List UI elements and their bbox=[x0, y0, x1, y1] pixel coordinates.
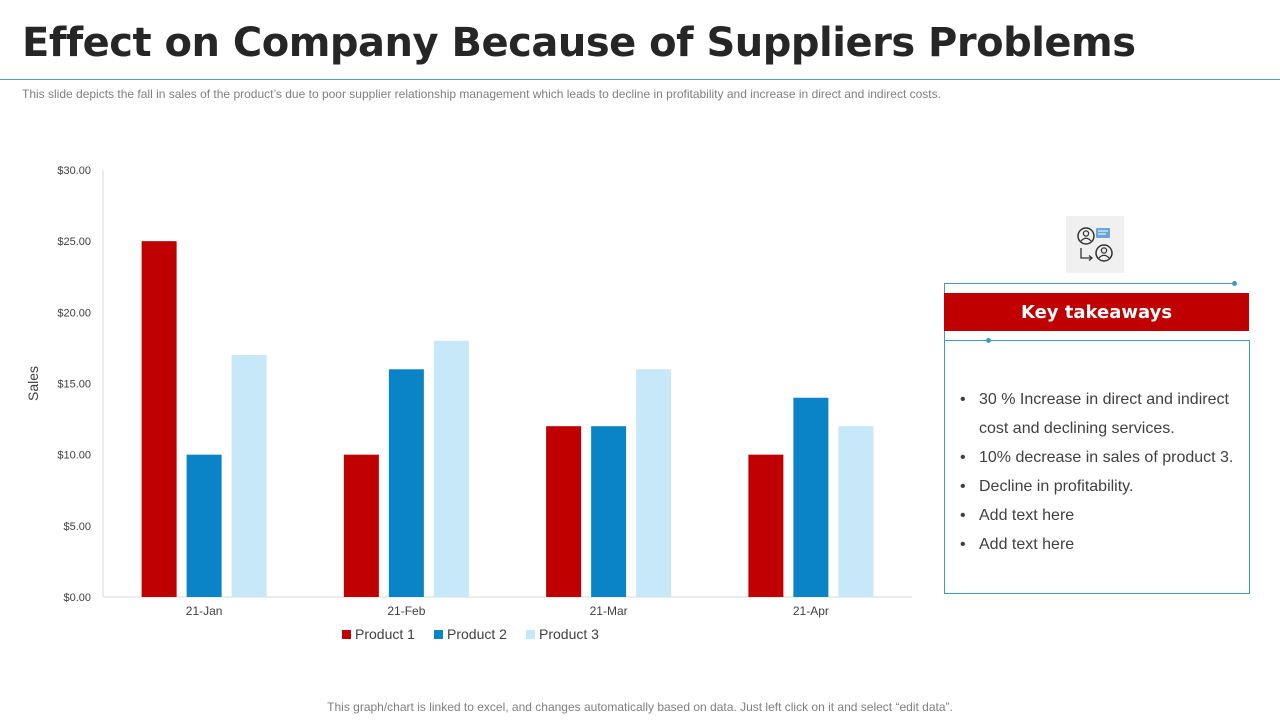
bar bbox=[343, 454, 379, 597]
bar bbox=[591, 426, 627, 597]
bar bbox=[793, 397, 829, 597]
page-title: Effect on Company Because of Suppliers P… bbox=[22, 20, 1136, 66]
legend-label: Product 3 bbox=[539, 626, 599, 642]
y-tick-label: $10.00 bbox=[57, 450, 91, 462]
takeaways-header: Key takeaways bbox=[944, 293, 1249, 331]
y-tick-label: $15.00 bbox=[57, 379, 91, 391]
bar bbox=[838, 426, 874, 597]
page-subtitle: This slide depicts the fall in sales of … bbox=[22, 87, 941, 101]
bar bbox=[546, 426, 582, 597]
takeaway-item: 10% decrease in sales of product 3. bbox=[960, 443, 1245, 472]
frame-dot-top bbox=[1232, 281, 1237, 286]
legend-swatch bbox=[342, 630, 351, 639]
x-tick-label: 21-Jan bbox=[186, 604, 223, 618]
y-tick-label: $30.00 bbox=[57, 165, 91, 177]
takeaways-frame bbox=[944, 283, 1236, 593]
bar bbox=[186, 454, 222, 597]
sales-bar-chart: $0.00 $5.00 $10.00 $15.00 $20.00 $25.00 $30.00… bbox=[25, 165, 912, 642]
takeaway-item: Decline in profitability. bbox=[960, 472, 1245, 501]
supplier-relationship-icon bbox=[1066, 216, 1124, 273]
legend-label: Product 1 bbox=[355, 626, 415, 642]
takeaway-item: Add text here bbox=[960, 530, 1245, 559]
takeaways-list: 30 % Increase in direct and indirect cos… bbox=[960, 385, 1245, 559]
legend-label: Product 2 bbox=[447, 626, 507, 642]
takeaway-item: Add text here bbox=[960, 501, 1245, 530]
title-divider bbox=[0, 79, 1280, 80]
y-tick-label: $20.00 bbox=[57, 307, 91, 319]
x-tick-label: 21-Mar bbox=[590, 604, 628, 618]
bar bbox=[748, 454, 784, 597]
bar bbox=[388, 369, 424, 597]
y-tick-label: $5.00 bbox=[63, 521, 91, 533]
x-tick-label: 21-Feb bbox=[387, 604, 425, 618]
takeaway-item: 30 % Increase in direct and indirect cos… bbox=[960, 385, 1245, 443]
takeaways-panel bbox=[944, 340, 1250, 594]
bar bbox=[141, 241, 177, 597]
legend-swatch bbox=[526, 630, 535, 639]
y-tick-label: $0.00 bbox=[63, 592, 91, 604]
y-axis-title: Sales bbox=[25, 366, 41, 401]
legend-swatch bbox=[434, 630, 443, 639]
y-tick-label: $25.00 bbox=[57, 236, 91, 248]
footer-note: This graph/chart is linked to excel, and… bbox=[327, 700, 953, 714]
bar bbox=[231, 355, 267, 597]
x-tick-label: 21-Apr bbox=[793, 604, 829, 618]
bar bbox=[433, 340, 469, 597]
bar bbox=[636, 369, 672, 597]
